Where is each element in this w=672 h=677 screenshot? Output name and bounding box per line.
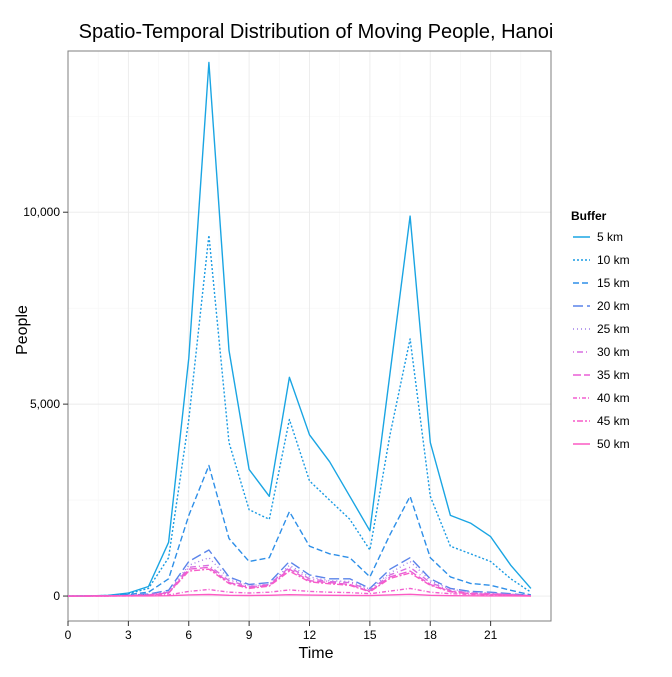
series-line [67,568,531,597]
legend-label: 50 km [597,437,630,451]
legend-label: 45 km [597,414,630,428]
legend-title: Buffer [571,209,607,223]
legend-label: 30 km [597,345,630,359]
series-line [67,557,531,597]
y-axis-label: People [14,305,31,355]
legend: Buffer 5 km 10 km 15 km 20 km 25 km 30 km 35 k… [571,209,630,451]
x-tick-label: 6 [185,628,192,642]
legend-label: 10 km [597,253,630,267]
legend-label: 40 km [597,391,630,405]
legend-label: 35 km [597,368,630,382]
x-tick-label: 3 [125,628,132,642]
y-tick-label: 0 [53,589,60,603]
axis-layer: 0 3 6 9 12 15 18 21 0 5,000 10,000 [23,205,497,642]
legend-label: 15 km [597,276,630,290]
y-tick-label: 10,000 [23,205,60,219]
legend-items: 5 km 10 km 15 km 20 km 25 km 30 km 35 km 40 km 4… [573,230,630,451]
y-tick-label: 5,000 [30,397,60,411]
series-layer [67,61,532,597]
x-tick-label: 9 [246,628,253,642]
series-line [67,464,532,597]
x-tick-label: 18 [424,628,438,642]
series-line [68,593,531,597]
legend-label: 20 km [597,299,630,313]
series-line [67,61,532,597]
legend-label: 25 km [597,322,630,336]
x-tick-label: 21 [484,628,498,642]
series-line [67,549,531,597]
x-tick-label: 12 [303,628,317,642]
series-line [67,234,532,597]
x-tick-label: 15 [363,628,377,642]
chart-title: Spatio-Temporal Distribution of Moving P… [79,21,554,43]
legend-label: 5 km [597,230,623,244]
x-tick-label: 0 [65,628,72,642]
series-line [67,587,531,597]
x-axis-label: Time [299,645,334,662]
